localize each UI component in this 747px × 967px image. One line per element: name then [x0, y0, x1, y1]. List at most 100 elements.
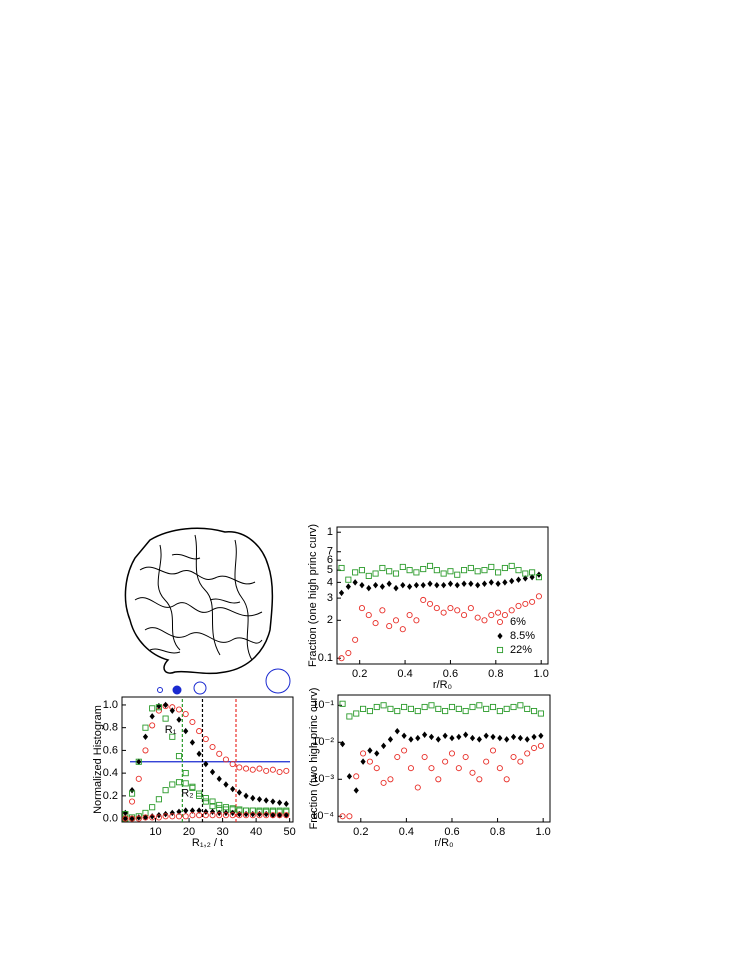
marker — [169, 707, 175, 714]
marker — [522, 600, 529, 607]
marker — [517, 758, 524, 765]
marker — [203, 760, 209, 768]
marker — [483, 705, 490, 712]
marker — [496, 765, 503, 772]
marker — [413, 617, 420, 624]
marker — [531, 733, 537, 741]
marker — [142, 747, 149, 754]
marker — [365, 612, 372, 619]
marker — [399, 626, 406, 633]
marker — [236, 812, 243, 819]
marker — [162, 813, 169, 820]
marker — [394, 753, 401, 761]
marker — [129, 790, 136, 797]
marker — [374, 750, 380, 757]
marker — [386, 623, 393, 630]
marker — [422, 731, 428, 738]
marker — [481, 580, 488, 587]
marker — [421, 753, 428, 761]
x-axis-label: R₁,₂ / t — [192, 837, 223, 849]
marker — [447, 568, 454, 575]
marker — [461, 580, 467, 587]
marker — [454, 571, 461, 578]
marker — [249, 766, 256, 773]
marker — [515, 576, 522, 583]
marker — [183, 807, 189, 814]
marker — [276, 811, 283, 819]
marker — [406, 612, 413, 619]
marker — [447, 580, 454, 587]
marker — [276, 812, 283, 819]
marker — [380, 779, 387, 786]
y-tick-label: 2 — [327, 614, 333, 626]
marker — [448, 703, 456, 711]
marker — [386, 568, 393, 575]
legend-label: 6% — [510, 616, 526, 628]
marker — [454, 581, 460, 589]
marker — [346, 813, 353, 820]
marker — [408, 736, 414, 743]
marker — [149, 713, 155, 720]
marker — [426, 562, 434, 569]
x-tick-label: 0.8 — [490, 826, 505, 838]
x-tick-label: 20 — [183, 826, 195, 838]
marker — [414, 707, 421, 715]
marker — [155, 796, 162, 803]
marker — [372, 620, 379, 627]
marker — [373, 703, 380, 711]
marker — [352, 579, 358, 586]
marker — [435, 705, 442, 712]
marker — [399, 563, 406, 571]
marker — [149, 814, 156, 821]
x-tick-label: 50 — [284, 826, 296, 838]
marker — [394, 727, 400, 735]
marker — [490, 733, 496, 741]
marker — [421, 703, 428, 711]
annotation: R₂ — [181, 787, 193, 799]
marker — [338, 564, 345, 572]
marker — [481, 617, 488, 624]
y-tick-label: 10⁻³ — [312, 773, 334, 785]
marker — [358, 605, 366, 612]
marker — [338, 589, 345, 597]
marker — [176, 716, 182, 723]
marker — [449, 734, 455, 742]
y-tick-label: 6 — [327, 554, 333, 566]
plot-frame — [121, 696, 294, 823]
marker — [263, 812, 270, 819]
marker — [142, 814, 149, 821]
marker — [386, 580, 392, 587]
marker — [476, 702, 483, 709]
marker — [129, 815, 135, 822]
plot-frame — [337, 694, 551, 823]
x-tick-label: 10 — [149, 826, 161, 838]
marker — [182, 710, 189, 718]
marker — [379, 583, 385, 590]
marker — [162, 701, 169, 709]
marker — [400, 581, 406, 589]
marker — [469, 703, 476, 711]
y-tick-label: 10⁻² — [312, 736, 334, 748]
marker — [149, 813, 155, 820]
marker — [122, 815, 128, 822]
y-tick-label: 1 — [327, 526, 333, 538]
x-tick-label: 30 — [216, 826, 228, 838]
marker — [524, 705, 531, 712]
marker — [189, 812, 196, 819]
marker — [189, 807, 196, 814]
marker — [169, 813, 176, 820]
marker — [270, 798, 276, 805]
marker — [182, 813, 189, 820]
size-icons — [157, 668, 291, 695]
marker — [222, 812, 229, 819]
marker — [196, 728, 203, 735]
y-tick-label: 0.2 — [103, 790, 118, 802]
marker — [236, 810, 242, 818]
x-tick-label: 0.6 — [444, 826, 459, 838]
marker — [496, 707, 503, 715]
marker — [202, 798, 209, 805]
marker — [501, 564, 508, 572]
marker — [283, 800, 289, 808]
marker — [462, 707, 469, 715]
marker — [433, 605, 440, 612]
